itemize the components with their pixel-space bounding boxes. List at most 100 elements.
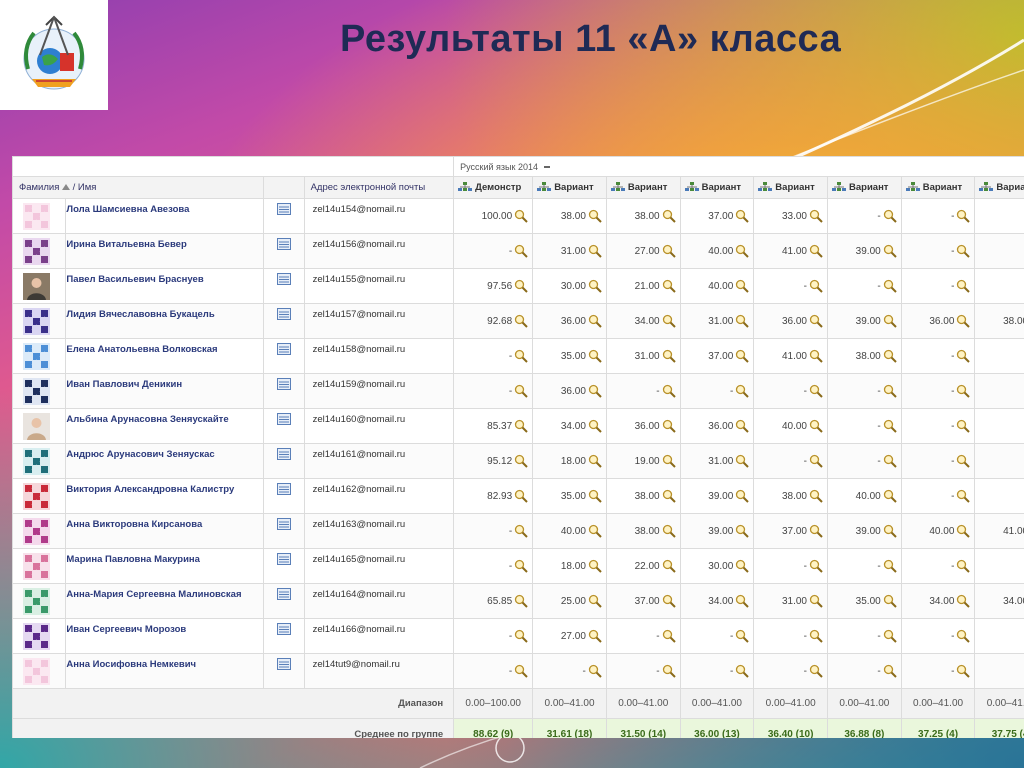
student-name-link[interactable]: Альбина Арунасовна Зеняускайте: [65, 408, 265, 444]
magnifier-icon[interactable]: [883, 664, 897, 678]
magnifier-icon[interactable]: [956, 489, 971, 503]
magnifier-icon[interactable]: [809, 349, 823, 363]
magnifier-icon[interactable]: [883, 209, 897, 223]
grade-cell[interactable]: -: [900, 408, 976, 444]
grade-cell[interactable]: 33.00: [753, 198, 828, 234]
grade-cell[interactable]: 40.00: [753, 408, 828, 444]
avatar-photo-female-icon[interactable]: [23, 412, 50, 440]
magnifier-icon[interactable]: [883, 419, 897, 433]
avatar-pattern-magenta-icon[interactable]: [23, 517, 50, 545]
grade-cell[interactable]: 65.85: [453, 583, 534, 619]
grade-cell[interactable]: 31.00: [679, 443, 755, 479]
grade-cell[interactable]: 37.00: [753, 513, 828, 549]
grade-item-header[interactable]: Вариант: [900, 176, 976, 199]
grade-cell[interactable]: -: [900, 478, 976, 514]
grade-cell[interactable]: -: [532, 653, 607, 689]
magnifier-icon[interactable]: [735, 489, 750, 503]
grade-cell[interactable]: -: [753, 618, 828, 654]
magnifier-icon[interactable]: [883, 524, 897, 538]
grade-cell[interactable]: -: [453, 373, 534, 409]
grade-cell[interactable]: -: [679, 618, 755, 654]
avatar-pattern-indigo-icon[interactable]: [23, 307, 50, 335]
magnifier-icon[interactable]: [588, 209, 602, 223]
magnifier-icon[interactable]: [514, 279, 528, 293]
grade-cell[interactable]: 100.00: [453, 198, 534, 234]
grade-cell[interactable]: 35.00: [532, 478, 607, 514]
magnifier-icon[interactable]: [662, 384, 676, 398]
avatar-pattern-blue-icon[interactable]: [23, 342, 50, 370]
avatar-pattern-teal-icon[interactable]: [23, 447, 50, 475]
grade-cell[interactable]: 27.00: [532, 618, 607, 654]
grade-cell[interactable]: -: [753, 373, 828, 409]
magnifier-icon[interactable]: [809, 629, 823, 643]
grade-item-header[interactable]: Вариант: [974, 176, 1024, 199]
user-report-icon[interactable]: [276, 658, 291, 670]
grade-cell[interactable]: 85.37: [453, 408, 534, 444]
avatar-pattern-red-icon[interactable]: [23, 482, 50, 510]
grade-cell[interactable]: -: [974, 618, 1024, 654]
category-header[interactable]: Русский язык 2014: [453, 156, 1024, 177]
grade-cell[interactable]: -: [974, 198, 1024, 234]
grade-cell[interactable]: 36.00: [753, 303, 828, 339]
grade-item-header[interactable]: Демонстр: [453, 176, 534, 199]
magnifier-icon[interactable]: [662, 349, 676, 363]
grade-cell[interactable]: -: [605, 373, 681, 409]
magnifier-icon[interactable]: [662, 244, 676, 258]
sort-asc-icon[interactable]: [61, 184, 70, 190]
grade-cell[interactable]: -: [974, 338, 1024, 374]
student-name-link[interactable]: Андрюс Арунасович Зеняускас: [65, 443, 265, 479]
grade-cell[interactable]: 34.00: [605, 303, 681, 339]
magnifier-icon[interactable]: [514, 454, 528, 468]
avatar-pattern-pink-icon[interactable]: [23, 657, 50, 685]
grade-cell[interactable]: 31.00: [753, 583, 828, 619]
magnifier-icon[interactable]: [588, 244, 602, 258]
grade-cell[interactable]: -: [900, 618, 976, 654]
magnifier-icon[interactable]: [662, 279, 676, 293]
grade-cell[interactable]: -: [900, 443, 976, 479]
magnifier-icon[interactable]: [956, 244, 971, 258]
grade-cell[interactable]: -: [827, 443, 902, 479]
magnifier-icon[interactable]: [956, 559, 971, 573]
grade-cell[interactable]: 41.00: [974, 513, 1024, 549]
grade-cell[interactable]: -: [827, 198, 902, 234]
grade-cell[interactable]: 22.00: [605, 548, 681, 584]
grade-cell[interactable]: 40.00: [679, 268, 755, 304]
grade-cell[interactable]: -: [974, 478, 1024, 514]
grade-cell[interactable]: 39.00: [679, 478, 755, 514]
user-report-icon[interactable]: [276, 308, 291, 320]
grade-cell[interactable]: 39.00: [827, 233, 902, 269]
magnifier-icon[interactable]: [956, 594, 971, 608]
student-name-link[interactable]: Анна Иосифовна Немкевич: [65, 653, 265, 689]
magnifier-icon[interactable]: [662, 209, 676, 223]
magnifier-icon[interactable]: [514, 244, 528, 258]
user-report-icon[interactable]: [276, 518, 291, 530]
magnifier-icon[interactable]: [588, 524, 602, 538]
grade-cell[interactable]: 31.00: [532, 233, 607, 269]
magnifier-icon[interactable]: [956, 279, 971, 293]
grade-cell[interactable]: 39.00: [827, 513, 902, 549]
avatar-pattern-violet-icon[interactable]: [23, 622, 50, 650]
magnifier-icon[interactable]: [588, 559, 602, 573]
magnifier-icon[interactable]: [809, 524, 823, 538]
student-name-link[interactable]: Виктория Александровна Калистру: [65, 478, 265, 514]
grade-cell[interactable]: 36.00: [532, 373, 607, 409]
grade-cell[interactable]: 31.00: [679, 303, 755, 339]
magnifier-icon[interactable]: [514, 349, 528, 363]
grade-cell[interactable]: -: [753, 653, 828, 689]
magnifier-icon[interactable]: [514, 384, 528, 398]
magnifier-icon[interactable]: [588, 664, 602, 678]
student-name-link[interactable]: Лола Шамсиевна Авезова: [65, 198, 265, 234]
magnifier-icon[interactable]: [809, 594, 823, 608]
magnifier-icon[interactable]: [514, 594, 528, 608]
grade-cell[interactable]: -: [753, 443, 828, 479]
grade-cell[interactable]: 37.00: [679, 198, 755, 234]
grade-cell[interactable]: 37.00: [679, 338, 755, 374]
magnifier-icon[interactable]: [735, 594, 750, 608]
grade-cell[interactable]: -: [827, 408, 902, 444]
student-name-link[interactable]: Ирина Витальевна Бевер: [65, 233, 265, 269]
grade-cell[interactable]: -: [900, 338, 976, 374]
magnifier-icon[interactable]: [735, 629, 750, 643]
grade-cell[interactable]: -: [900, 233, 976, 269]
magnifier-icon[interactable]: [735, 664, 750, 678]
magnifier-icon[interactable]: [883, 349, 897, 363]
